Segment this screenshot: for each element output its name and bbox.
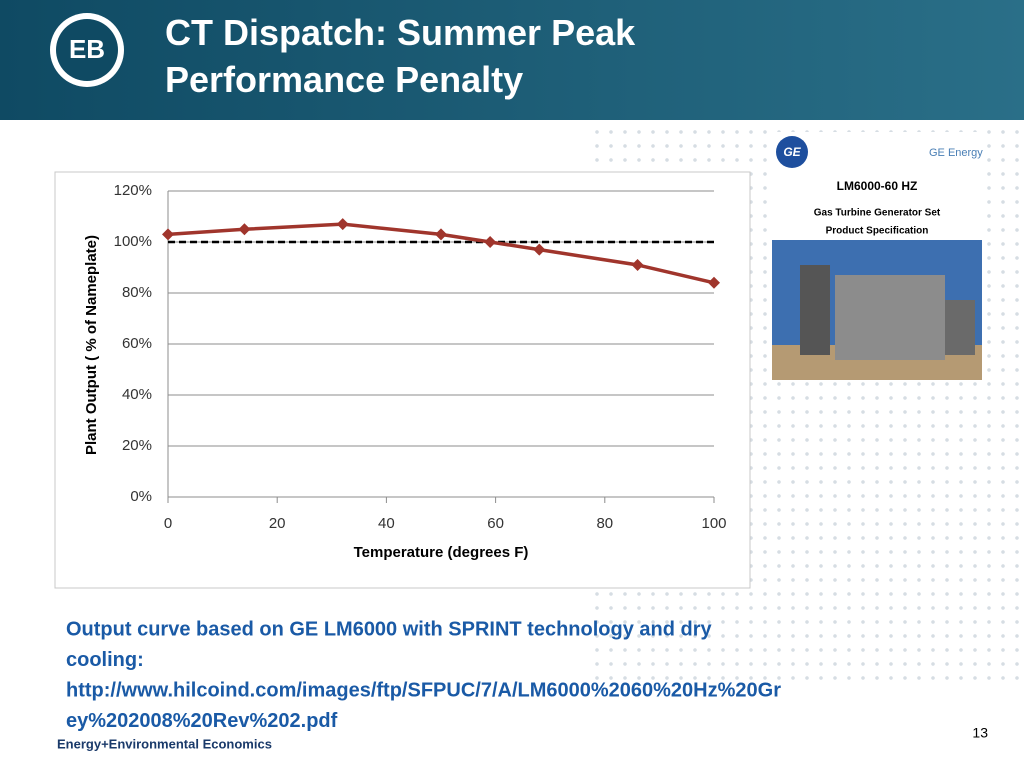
x-axis-title: Temperature (degrees F) bbox=[354, 544, 529, 561]
header-band bbox=[0, 0, 1024, 120]
photo-building bbox=[835, 275, 945, 360]
caption-line: http://www.hilcoind.com/images/ftp/SFPUC… bbox=[66, 679, 781, 701]
caption-line: Output curve based on GE LM6000 with SPR… bbox=[66, 618, 713, 640]
point-marker bbox=[238, 223, 251, 236]
logo-text: EB bbox=[69, 34, 105, 64]
spec-line: Product Specification bbox=[826, 226, 929, 237]
point-marker bbox=[708, 276, 720, 289]
x-tick-label: 20 bbox=[269, 515, 286, 532]
y-tick-label: 80% bbox=[122, 284, 152, 301]
slide-title: CT Dispatch: Summer Peak Performance Pena… bbox=[165, 12, 636, 100]
title-line: CT Dispatch: Summer Peak bbox=[165, 12, 636, 53]
spec-line: Gas Turbine Generator Set bbox=[814, 208, 941, 219]
series-line bbox=[167, 222, 715, 285]
ge-logo bbox=[776, 136, 808, 168]
y-tick-label: 120% bbox=[114, 182, 152, 199]
point-marker bbox=[631, 258, 644, 271]
photo-building bbox=[945, 300, 975, 355]
y-tick-label: 0% bbox=[130, 488, 152, 505]
caption-line: ey%202008%20Rev%202.pdf bbox=[66, 710, 338, 732]
x-tick-label: 100 bbox=[701, 515, 726, 532]
x-tick-label: 60 bbox=[487, 515, 504, 532]
caption-line: cooling: bbox=[66, 649, 144, 671]
y-tick-label: 20% bbox=[122, 437, 152, 454]
y-tick-label: 40% bbox=[122, 386, 152, 403]
point-marker bbox=[162, 228, 174, 241]
page-number: 13 bbox=[972, 725, 988, 741]
x-tick-label: 0 bbox=[164, 515, 172, 532]
chart: 0% 20% 40% 60% 80% 100% 120% 0 20 40 60 80 100 Temper… bbox=[83, 182, 727, 561]
point-marker bbox=[484, 236, 497, 248]
footer-company: Energy+Environmental Economics bbox=[57, 736, 272, 751]
photo-stack bbox=[800, 265, 830, 355]
ge-logo-text: GE bbox=[783, 145, 801, 159]
brand: GE Energy bbox=[929, 147, 983, 159]
y-tick-label: 60% bbox=[122, 335, 152, 352]
y-axis-title: Plant Output ( % of Nameplate) bbox=[83, 235, 100, 455]
x-tick-label: 80 bbox=[596, 515, 613, 532]
point-marker bbox=[435, 228, 447, 241]
y-tick-label: 100% bbox=[114, 233, 152, 250]
title-line: Performance Penalty bbox=[165, 59, 523, 100]
point-marker bbox=[533, 243, 546, 256]
chart-frame bbox=[54, 171, 751, 589]
model: LM6000-60 HZ bbox=[837, 179, 918, 193]
caption: Output curve based on GE LM6000 with SPR… bbox=[66, 618, 781, 732]
x-tick-label: 40 bbox=[378, 515, 395, 532]
logo-inner bbox=[56, 19, 118, 81]
point-marker bbox=[336, 218, 349, 231]
